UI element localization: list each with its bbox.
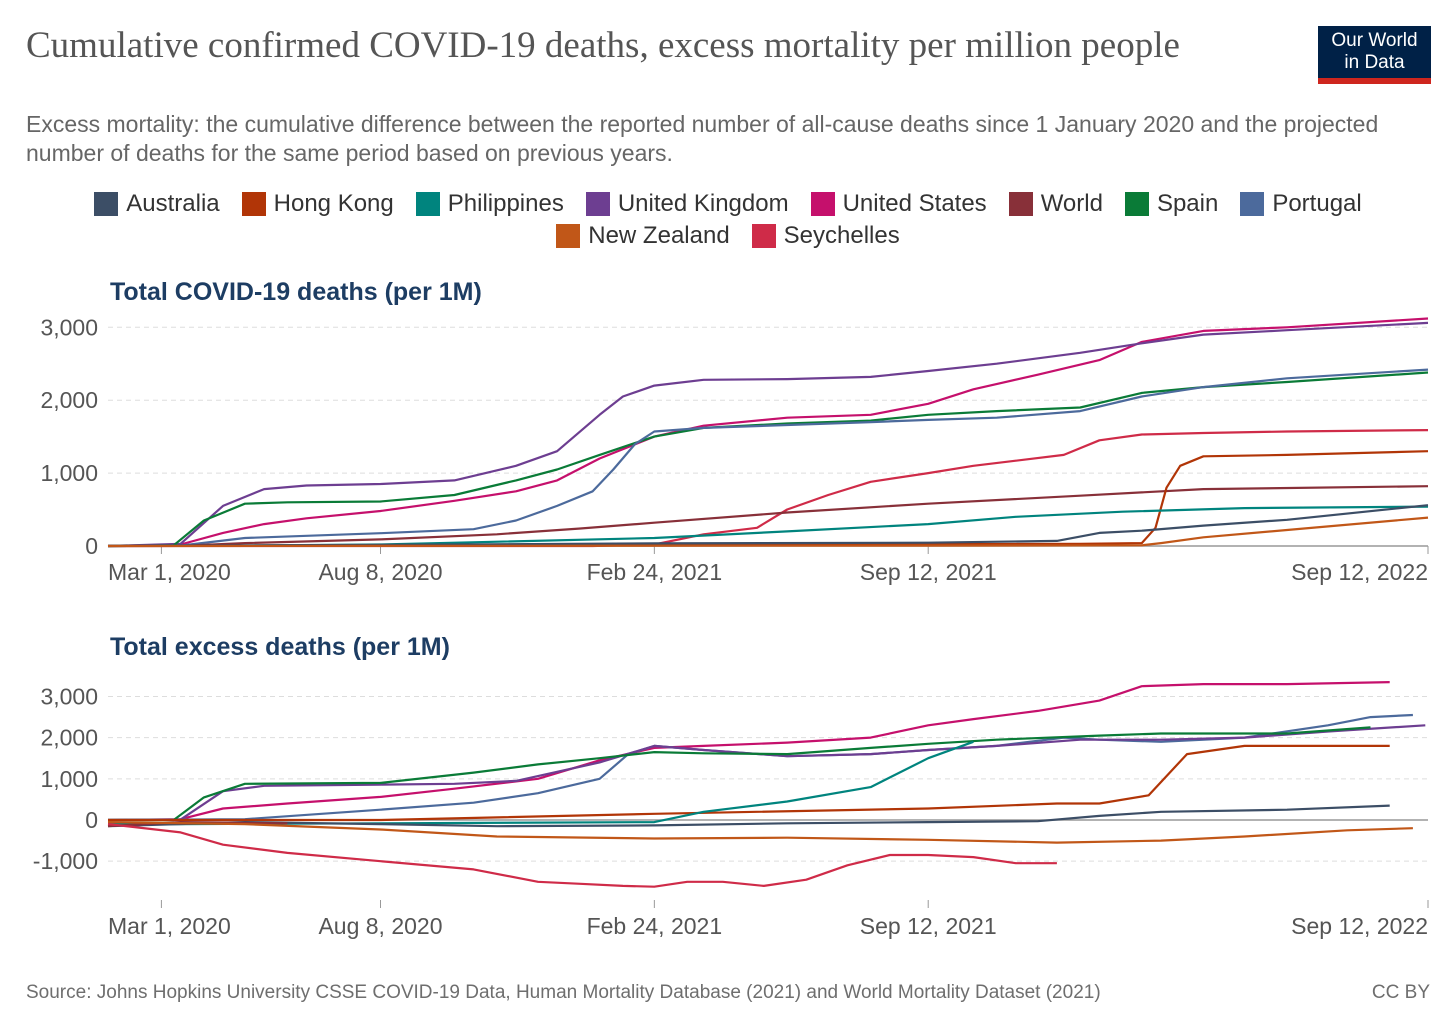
legend-swatch: [1008, 192, 1033, 216]
y-tick-label: 2,000: [40, 387, 98, 413]
legend-swatch: [241, 192, 266, 216]
chart-title: Cumulative confirmed COVID-19 deaths, ex…: [26, 25, 1180, 66]
x-tick-label: Aug 8, 2020: [318, 559, 442, 585]
source-note: Source: Johns Hopkins University CSSE CO…: [26, 982, 1101, 1003]
legend: Australia Hong Kong Philippines United King…: [0, 190, 1456, 218]
legend-swatch: [810, 192, 835, 216]
x-tick-label: Feb 24, 2021: [587, 913, 723, 939]
series-line-new-zealand: [107, 821, 1413, 844]
series-line-world: [107, 485, 1429, 548]
series-line-united-kingdom: [107, 321, 1429, 548]
y-tick-label: 1,000: [40, 460, 98, 486]
y-tick-label: -1,000: [33, 848, 98, 874]
legend-label: World: [1040, 190, 1103, 217]
logo-line2: in Data: [1344, 52, 1405, 73]
legend-swatch: [415, 192, 440, 216]
series-line-portugal: [107, 368, 1429, 548]
logo-line1: Our World: [1331, 30, 1418, 51]
series-line-philippines: [107, 505, 1429, 548]
legend-item[interactable]: Philippines: [415, 190, 564, 218]
legend-item[interactable]: World: [1008, 190, 1103, 218]
legend-label: Portugal: [1272, 190, 1362, 217]
legend-label: United Kingdom: [617, 190, 789, 217]
x-tick-label: Sep 12, 2021: [860, 913, 997, 939]
legend-label: Spain: [1156, 190, 1219, 217]
legend-item[interactable]: United Kingdom: [585, 190, 789, 218]
y-tick-label: 0: [85, 533, 98, 559]
legend-label: Seychelles: [783, 222, 900, 249]
series-line-spain: [108, 726, 1371, 822]
series-line-hong-kong: [107, 450, 1429, 548]
x-tick-label: Aug 8, 2020: [318, 913, 442, 939]
legend-swatch: [751, 224, 776, 248]
legend-swatch: [1240, 192, 1265, 216]
y-tick-label: 0: [85, 807, 98, 833]
series-line-australia: [107, 504, 1429, 548]
x-tick-label: Feb 24, 2021: [587, 559, 723, 585]
y-tick-label: 3,000: [40, 683, 98, 709]
legend-swatch: [94, 192, 119, 216]
legend-row2: New Zealand Seychelles: [0, 222, 1456, 250]
legend-item[interactable]: Spain: [1124, 190, 1219, 218]
legend-swatch: [1124, 192, 1149, 216]
x-tick-label: Sep 12, 2021: [860, 559, 997, 585]
x-tick-label: Mar 1, 2020: [108, 559, 231, 585]
chart-subtitle: Excess mortality: the cumulative differe…: [26, 111, 1379, 166]
series-line-hong-kong: [108, 744, 1390, 822]
legend-label: New Zealand: [588, 222, 730, 249]
legend-label: Hong Kong: [273, 190, 394, 217]
x-tick-label: Mar 1, 2020: [108, 913, 231, 939]
legend-label: Philippines: [447, 190, 564, 217]
y-tick-label: 1,000: [40, 766, 98, 792]
legend-swatch: [556, 224, 581, 248]
legend-item[interactable]: Hong Kong: [241, 190, 394, 218]
panel-title: Total excess deaths (per 1M): [110, 633, 450, 661]
legend-item[interactable]: Australia: [94, 190, 220, 218]
legend-swatch: [585, 192, 610, 216]
series-line-australia: [107, 804, 1390, 828]
legend-item[interactable]: New Zealand: [556, 222, 730, 250]
x-tick-label: Sep 12, 2022: [1291, 559, 1428, 585]
legend-item[interactable]: Portugal: [1240, 190, 1362, 218]
series-line-new-zealand: [107, 516, 1429, 548]
series-line-united-states: [107, 681, 1390, 822]
series-line-seychelles: [107, 823, 1057, 888]
panel-title: Total COVID-19 deaths (per 1M): [110, 278, 482, 306]
legend-item[interactable]: United States: [810, 190, 987, 218]
series-line-spain: [107, 371, 1429, 548]
license-link[interactable]: CC BY: [1371, 982, 1430, 1003]
legend-label: United States: [842, 190, 987, 217]
y-tick-label: 2,000: [40, 725, 98, 751]
owid-logo[interactable]: Our World in Data: [1318, 26, 1431, 84]
series-line-seychelles: [108, 429, 1429, 548]
y-tick-label: 3,000: [40, 314, 98, 340]
legend-item[interactable]: Seychelles: [751, 222, 900, 250]
x-tick-label: Sep 12, 2022: [1291, 913, 1428, 939]
legend-label: Australia: [126, 190, 220, 217]
series-line-united-kingdom: [107, 724, 1426, 822]
